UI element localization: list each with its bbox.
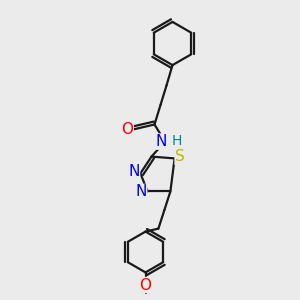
Text: N: N	[135, 184, 147, 200]
Text: N: N	[156, 134, 167, 149]
Text: O: O	[140, 278, 152, 292]
Text: N: N	[128, 164, 140, 179]
Text: O: O	[121, 122, 133, 137]
Text: H: H	[171, 134, 182, 148]
Text: S: S	[175, 149, 185, 164]
